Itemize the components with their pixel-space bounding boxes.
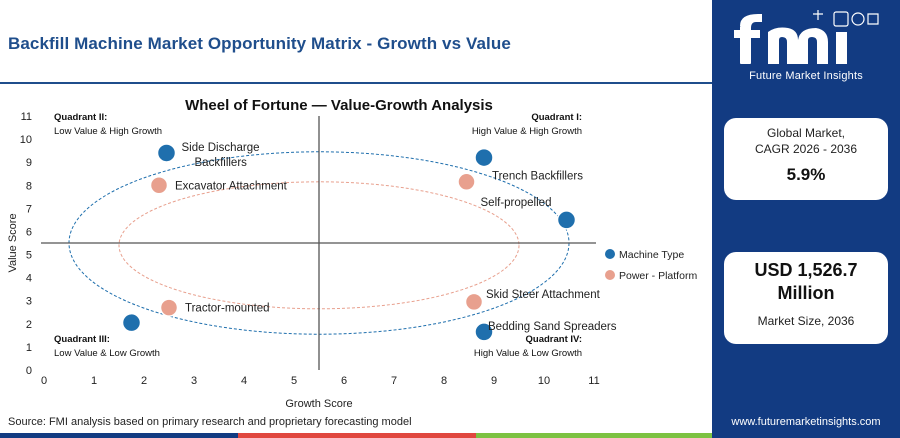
x-tick-label: 3 (191, 375, 197, 387)
machine-type-point (156, 143, 177, 163)
power-platform-point (457, 172, 476, 192)
y-tick-label: 8 (26, 180, 32, 192)
cagr-label-line2: CAGR 2026 - 2036 (754, 142, 858, 156)
quadrant-title-q1: Quadrant I: (531, 112, 582, 123)
market-size-value-line2: Million (777, 283, 835, 303)
point-label: Bedding Sand Spreaders (488, 321, 617, 333)
opportunity-matrix-chart: Wheel of Fortune — Value-Growth Analysis… (7, 97, 697, 410)
quadrant-title-q3: Quadrant III: (54, 334, 110, 345)
quadrant-subtitle-q3: Low Value & Low Growth (54, 348, 160, 359)
machine-type-point (474, 147, 494, 168)
machine-type-point (474, 322, 494, 342)
point-label: Side Discharge Backfillers (182, 142, 260, 169)
x-tick-label: 1 (91, 375, 97, 387)
footer-strip-red (238, 433, 476, 438)
quadrant-subtitle-q4: High Value & Low Growth (474, 348, 582, 359)
y-tick-label: 9 (26, 157, 32, 169)
x-tick-label: 6 (341, 375, 347, 387)
chart-title: Wheel of Fortune — Value-Growth Analysis (185, 97, 493, 114)
machine-type-point (556, 210, 577, 230)
power-platform-point (149, 176, 169, 195)
footer-strip-navy-right (712, 433, 900, 438)
cagr-value: 5.9% (786, 165, 826, 184)
source-note: Source: FMI analysis based on primary re… (8, 416, 412, 428)
quadrant-title-q4: Quadrant IV: (526, 334, 582, 345)
x-tick-label: 11 (588, 375, 599, 387)
market-size-card: USD 1,526.7 Million Market Size, 2036 (724, 252, 888, 344)
legend-swatch-power-platform (605, 270, 615, 280)
x-tick-label: 0 (41, 375, 47, 387)
chart-area: Wheel of Fortune — Value-Growth Analysis… (0, 84, 712, 414)
x-tick-label: 2 (141, 375, 147, 387)
legend-label-machine-type: Machine Type (619, 249, 684, 261)
x-tick-label: 10 (538, 375, 550, 387)
y-tick-label: 1 (26, 342, 32, 354)
quadrant-subtitle-q2: Low Value & High Growth (54, 126, 162, 137)
x-axis-label: Growth Score (285, 398, 352, 410)
brand-sidebar (712, 0, 900, 438)
cagr-card: Global Market, CAGR 2026 - 2036 5.9% (724, 118, 888, 200)
legend-label-power-platform: Power - Platform (619, 270, 697, 282)
power-platform-point (159, 298, 179, 317)
y-tick-label: 10 (20, 134, 32, 146)
y-tick-label: 6 (26, 226, 32, 238)
power-platform-point (464, 292, 484, 312)
fmi-logo: fmi (718, 6, 894, 80)
y-tick-label: 5 (26, 250, 32, 262)
y-tick-label: 0 (26, 365, 32, 377)
legend-swatch-machine-type (605, 249, 615, 259)
market-size-value-line1: USD 1,526.7 (754, 260, 858, 280)
cagr-label-line1: Global Market, (766, 126, 846, 140)
point-label: Excavator Attachment (175, 180, 288, 192)
point-label: Trench Backfillers (492, 171, 583, 183)
y-tick-label: 2 (26, 319, 32, 331)
market-size-label: Market Size, 2036 (757, 314, 855, 328)
x-tick-label: 7 (391, 375, 397, 387)
y-axis-label: Value Score (7, 213, 19, 272)
machine-type-point (121, 312, 142, 333)
x-tick-label: 9 (491, 375, 497, 387)
point-label: Self-propelled (481, 197, 552, 209)
y-tick-label: 7 (26, 203, 32, 215)
y-tick-label: 3 (26, 296, 32, 308)
point-label: Skid Steer Attachment (486, 289, 601, 301)
page-title: Backfill Machine Market Opportunity Matr… (8, 34, 511, 53)
point-label: Tractor-mounted (185, 303, 270, 315)
footer-strip-navy (0, 433, 238, 438)
y-tick-label: 11 (21, 111, 32, 123)
y-tick-label: 4 (26, 273, 32, 285)
brand-tagline: Future Market Insights (749, 70, 863, 82)
x-tick-label: 5 (291, 375, 297, 387)
x-tick-label: 4 (241, 375, 247, 387)
title-divider (0, 82, 712, 84)
website-link[interactable]: www.futuremarketinsights.com (731, 416, 881, 428)
x-tick-label: 8 (441, 375, 447, 387)
footer-strip-green (476, 433, 712, 438)
quadrant-title-q2: Quadrant II: (54, 112, 107, 123)
quadrant-subtitle-q1: High Value & High Growth (472, 126, 582, 137)
